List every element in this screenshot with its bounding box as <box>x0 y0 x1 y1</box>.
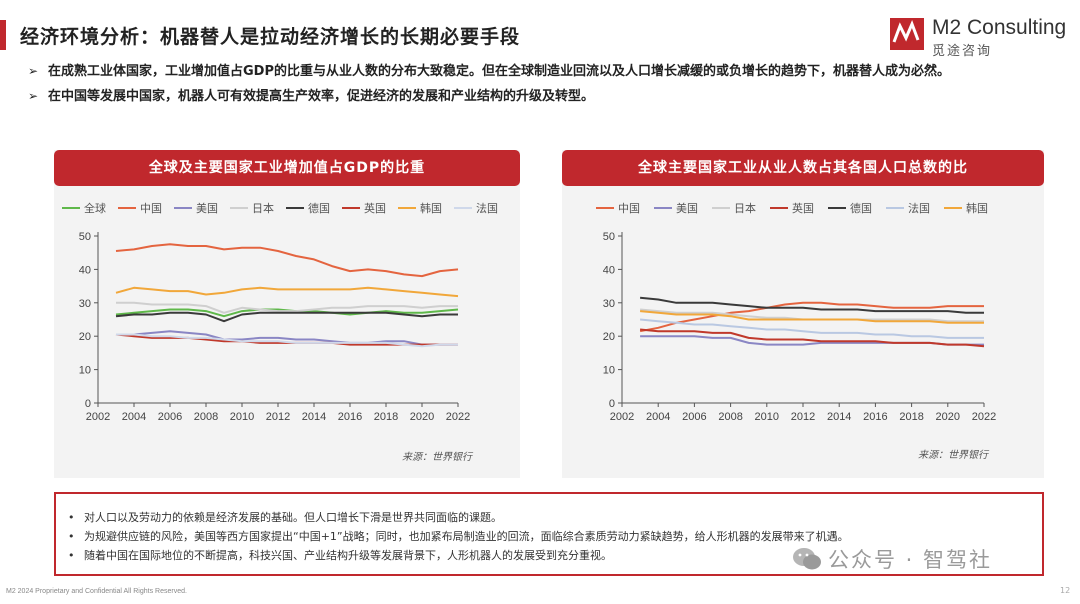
x-tick-label: 2010 <box>755 411 779 423</box>
page-number: 12 <box>1060 586 1071 595</box>
legend-label: 法国 <box>908 201 930 215</box>
chart-gdp-share: 全球 中国 美国 日本 德国 英国 韩国 法国 0 10 20 30 40 50 2002 2004 2006 2… <box>62 201 498 463</box>
footer-copyright: M2 2024 Proprietary and Confidential All… <box>6 588 187 595</box>
note-item: • 随着中国在国际地位的不断提高，科技兴国、产业结构升级等发展背景下，人形机器人的… <box>68 549 612 562</box>
legend-label: 中国 <box>140 202 162 215</box>
x-tick-label: 2004 <box>122 411 146 423</box>
y-tick-label: 0 <box>609 398 615 410</box>
y-tick-label: 20 <box>79 331 91 343</box>
wechat-watermark: 公众号 · 智驾社 <box>792 544 1062 574</box>
x-tick-label: 2020 <box>410 411 434 423</box>
m2-logo-icon <box>890 18 924 50</box>
legend-label: 韩国 <box>420 201 442 215</box>
x-tick-label: 2008 <box>194 411 218 423</box>
x-tick-label: 2020 <box>936 411 960 423</box>
note-item: • 对人口以及劳动力的依赖是经济发展的基础。但人口增长下滑是世界共同面临的课题。 <box>68 511 502 524</box>
y-tick-label: 50 <box>79 231 91 243</box>
x-tick-label: 2016 <box>863 411 887 423</box>
note-item: • 为规避供应链的风险，美国等西方国家提出“中国+1”战略；同时，也加紧布局制造业… <box>68 530 849 543</box>
series-line <box>640 318 984 339</box>
wechat-icon <box>793 548 821 570</box>
x-tick-label: 2006 <box>682 411 706 423</box>
x-tick-label: 2002 <box>610 411 634 423</box>
legend-label: 日本 <box>734 201 756 215</box>
page-title: 经济环境分析：机器替人是拉动经济增长的长期必要手段 <box>20 26 521 48</box>
legend-label: 英国 <box>364 201 386 215</box>
logo-english-name: M2 Consulting <box>932 16 1067 39</box>
logo-chinese-name: 觅途咨询 <box>932 44 993 59</box>
legend-label: 美国 <box>676 202 698 215</box>
watermark-text: 公众号 · 智驾社 <box>828 548 993 572</box>
arrow-bullet-icon: ➢ <box>28 89 39 103</box>
title-accent-bar <box>0 20 6 50</box>
series-line <box>115 243 459 278</box>
y-tick-label: 40 <box>79 264 91 276</box>
chart-panel-employment-share: 全球主要国家工业从业人数占其各国人口总数的比 中国 美国 日本 英国 德国 法国 韩国 0 10… <box>562 150 1044 478</box>
summary-bullets: ➢ 在成熟工业体国家，工业增加值占GDP的比重与从业人数的分布大致稳定。但在全球制… <box>28 62 1038 112</box>
series-line <box>116 333 458 348</box>
series-line <box>115 311 458 323</box>
series-line <box>640 310 984 324</box>
y-tick-label: 40 <box>603 264 615 276</box>
x-tick-label: 2012 <box>266 411 290 423</box>
x-tick-label: 2004 <box>646 411 670 423</box>
legend-label: 英国 <box>792 201 814 215</box>
series-line <box>640 328 985 348</box>
legend-label: 德国 <box>850 201 872 215</box>
legend-label: 中国 <box>618 202 640 215</box>
chart-title: 全球及主要国家工业增加值占GDP的比重 <box>54 150 520 186</box>
series-line <box>116 330 458 346</box>
x-tick-label: 2008 <box>718 411 742 423</box>
y-tick-label: 10 <box>603 365 615 377</box>
y-tick-label: 0 <box>85 398 91 410</box>
legend-label: 全球 <box>84 201 106 215</box>
chart-employment-share: 中国 美国 日本 英国 德国 法国 韩国 0 10 20 30 40 50 2002 2004 2006 200… <box>596 201 996 461</box>
chart-source: 来源：世界银行 <box>918 449 990 461</box>
x-tick-label: 2022 <box>446 411 470 423</box>
summary-bullet: ➢ 在中国等发展中国家，机器人可有效提高生产效率，促进经济的发展和产业结构的升级及… <box>28 89 595 104</box>
x-tick-label: 2006 <box>158 411 182 423</box>
company-logo: M2 Consulting 觅途咨询 <box>888 14 1068 59</box>
legend-label: 韩国 <box>966 201 988 215</box>
x-tick-label: 2016 <box>338 411 362 423</box>
y-tick-label: 10 <box>79 365 91 377</box>
y-tick-label: 30 <box>603 298 615 310</box>
x-tick-label: 2010 <box>230 411 254 423</box>
x-tick-label: 2022 <box>972 411 996 423</box>
summary-bullet: ➢ 在成熟工业体国家，工业增加值占GDP的比重与从业人数的分布大致稳定。但在全球制… <box>28 64 950 79</box>
y-tick-label: 20 <box>603 331 615 343</box>
legend-label: 法国 <box>476 201 498 215</box>
series-line <box>116 301 458 314</box>
arrow-bullet-icon: ➢ <box>28 64 39 78</box>
legend-label: 德国 <box>308 201 330 215</box>
series-line <box>640 296 984 314</box>
x-tick-label: 2018 <box>899 411 923 423</box>
series-line <box>639 301 984 333</box>
x-tick-label: 2014 <box>302 411 326 423</box>
chart-title: 全球主要国家工业从业人数占其各国人口总数的比 <box>562 150 1044 186</box>
key-points-box: • 对人口以及劳动力的依赖是经济发展的基础。但人口增长下滑是世界共同面临的课题。 … <box>54 492 1044 576</box>
legend-label: 日本 <box>252 201 274 215</box>
chart-source: 来源：世界银行 <box>402 451 474 463</box>
y-tick-label: 30 <box>79 298 91 310</box>
x-tick-label: 2012 <box>791 411 815 423</box>
series-line <box>115 286 459 298</box>
chart-panel-gdp-share: 全球及主要国家工业增加值占GDP的比重 全球 中国 美国 日本 德国 英国 韩国 法国 0 10 2… <box>54 150 520 478</box>
y-tick-label: 50 <box>603 231 615 243</box>
x-tick-label: 2018 <box>374 411 398 423</box>
x-tick-label: 2002 <box>86 411 110 423</box>
legend-label: 美国 <box>196 202 218 215</box>
x-tick-label: 2014 <box>827 411 851 423</box>
